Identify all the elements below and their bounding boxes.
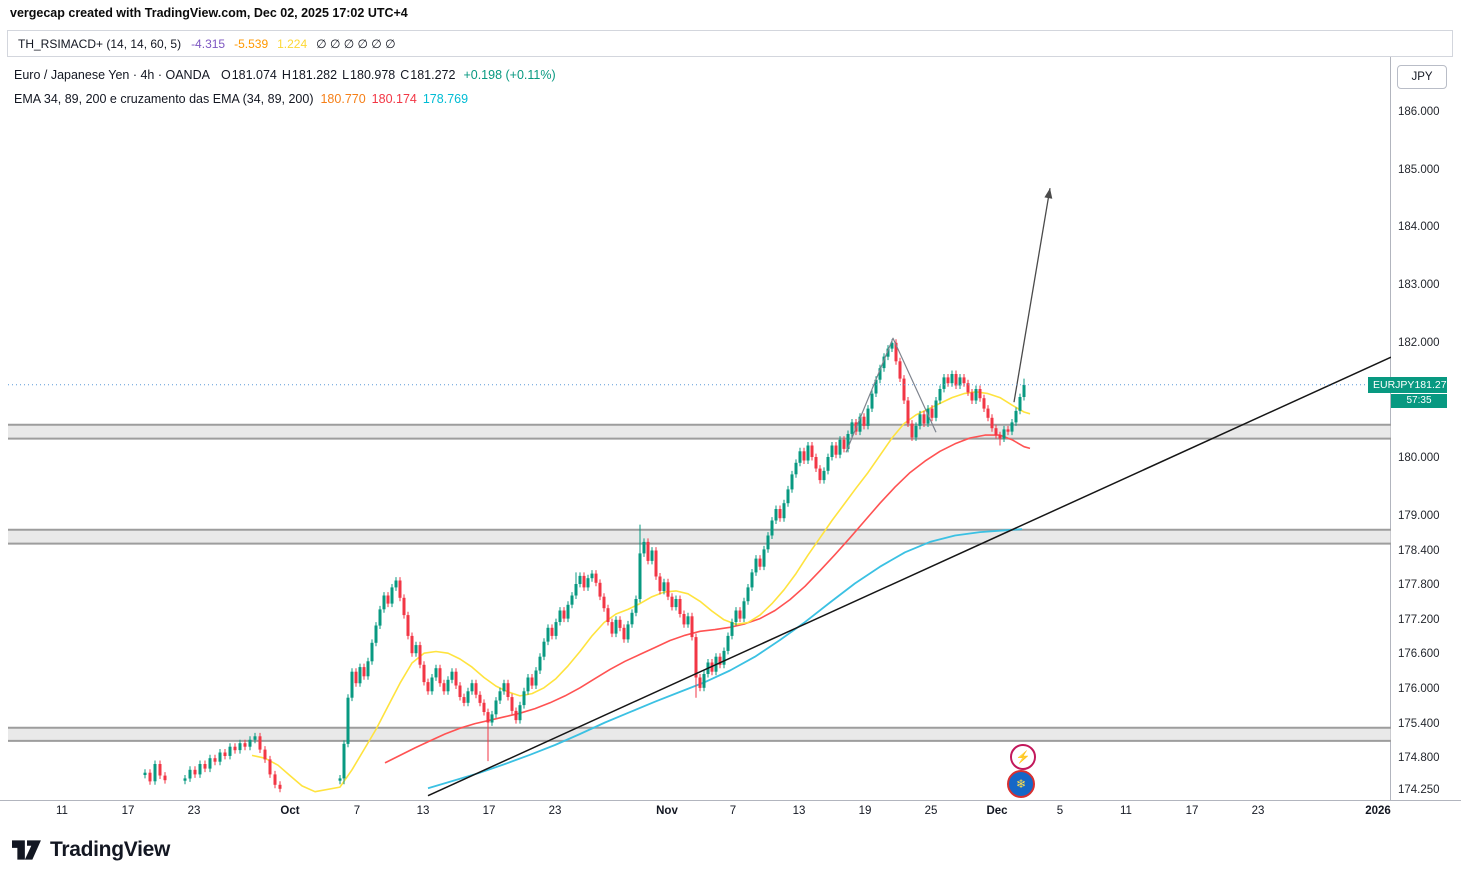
time-tick-label: 13: [792, 805, 806, 817]
price-tick-label: 180.000: [1398, 452, 1440, 465]
time-tick-label: 7: [729, 805, 737, 817]
currency-button[interactable]: JPY: [1397, 65, 1447, 89]
price-tick-label: 177.200: [1398, 613, 1440, 626]
watermark-text: vergecap created with TradingView.com, D…: [10, 6, 408, 20]
ohlc-label: L: [342, 68, 350, 82]
ema34-value: 180.770: [320, 92, 366, 106]
th-value-1: -4.315: [191, 36, 226, 51]
price-tick-label: 178.400: [1398, 544, 1440, 557]
time-tick-label: Dec: [986, 805, 1008, 817]
th-value-null-set: ∅ ∅ ∅ ∅ ∅ ∅: [316, 36, 396, 51]
change-value: +0.198 (+0.11%): [463, 68, 556, 82]
ohlc-value: 181.272: [410, 68, 456, 82]
time-tick-label: 19: [858, 805, 872, 817]
price-tick-label: 177.800: [1398, 579, 1440, 592]
price-tick-label: 174.250: [1398, 783, 1440, 796]
price-tick-label: 179.000: [1398, 509, 1440, 522]
price-tick-label: 186.000: [1398, 106, 1440, 118]
ohlc-values: O181.074 H181.282 L180.978 C181.272: [217, 68, 457, 82]
lightning-sticker-icon[interactable]: ⚡: [1010, 744, 1036, 770]
tradingview-logo[interactable]: TradingView: [12, 838, 170, 862]
time-tick-label: 5: [1056, 805, 1064, 817]
time-tick-label: 25: [924, 805, 938, 817]
badge-price: 181.272: [1414, 378, 1453, 391]
ema89-value: 180.174: [371, 92, 417, 106]
indicator-values: -4.315 -5.539 1.224 ∅ ∅ ∅ ∅ ∅ ∅: [191, 37, 404, 51]
ohlc-value: 180.978: [350, 68, 396, 82]
time-tick-label: 17: [482, 805, 496, 817]
price-tick-label: 174.800: [1398, 752, 1440, 765]
price-tick-label: 183.000: [1398, 279, 1440, 292]
price-tick-label: 176.600: [1398, 648, 1440, 661]
ohlc-label: O: [220, 68, 231, 82]
price-axis[interactable]: 186.000 185.000 184.000 183.000 182.000 180.0…: [1391, 57, 1461, 800]
price-tick-label: 184.000: [1398, 221, 1440, 234]
badge-symbol: EURJPY: [1373, 378, 1415, 391]
symbol-legend[interactable]: Euro / Japanese Yen · 4h · OANDA O181.07…: [14, 68, 556, 82]
ohlc-label: C: [400, 68, 410, 82]
time-tick-label: 23: [1251, 805, 1265, 817]
time-axis-separator: [0, 800, 1461, 801]
time-tick-label: 2026: [1365, 805, 1391, 817]
symbol-title: Euro / Japanese Yen · 4h · OANDA: [14, 68, 210, 82]
ohlc-value: 181.282: [291, 68, 338, 82]
time-tick-label: Oct: [280, 805, 300, 817]
time-tick-label: 13: [416, 805, 430, 817]
price-tick-label: 185.000: [1398, 163, 1440, 176]
current-price-badge[interactable]: EURJPY 181.272: [1368, 376, 1452, 393]
time-tick-label: 11: [56, 805, 68, 817]
ohlc-value: 181.074: [231, 68, 277, 82]
time-tick-label: 17: [121, 805, 135, 817]
ema200-value: 178.769: [422, 92, 469, 106]
time-tick-label: 7: [353, 805, 361, 817]
price-tick-label: 175.400: [1398, 717, 1440, 730]
indicator-title: TH_RSIMACD+ (14, 14, 60, 5): [18, 36, 182, 51]
time-axis[interactable]: 11 17 23 Oct 7 13 17 23 Nov 7 13 19 25 Dec 5 11 17 23 2026: [0, 801, 1461, 823]
price-tick-label: 176.000: [1398, 683, 1440, 695]
ohlc-label: H: [281, 68, 291, 82]
bar-countdown-badge: 57:35: [1391, 393, 1447, 408]
time-tick-label: 23: [548, 805, 562, 817]
tradingview-logo-text: TradingView: [50, 838, 171, 861]
time-tick-label: 17: [1185, 805, 1199, 817]
th-value-2: -5.539: [234, 36, 269, 51]
time-tick-label: Nov: [656, 805, 678, 817]
price-tick-label: 182.000: [1398, 336, 1440, 349]
ema-indicator-legend[interactable]: EMA 34, 89, 200 e cruzamento das EMA (34…: [14, 92, 474, 106]
th-value-3: 1.224: [277, 36, 308, 51]
snowflake-sticker-icon[interactable]: ❄: [1007, 770, 1035, 798]
ema-indicator-title: EMA 34, 89, 200 e cruzamento das EMA (34…: [14, 92, 314, 106]
indicator-pane-legend[interactable]: TH_RSIMACD+ (14, 14, 60, 5) -4.315 -5.539…: [7, 30, 1453, 57]
tradingview-logo-icon: [12, 840, 41, 860]
time-tick-label: 11: [1120, 805, 1132, 817]
time-tick-label: 23: [187, 805, 201, 817]
ema-indicator-values: 180.770 180.174 178.769: [320, 92, 474, 106]
